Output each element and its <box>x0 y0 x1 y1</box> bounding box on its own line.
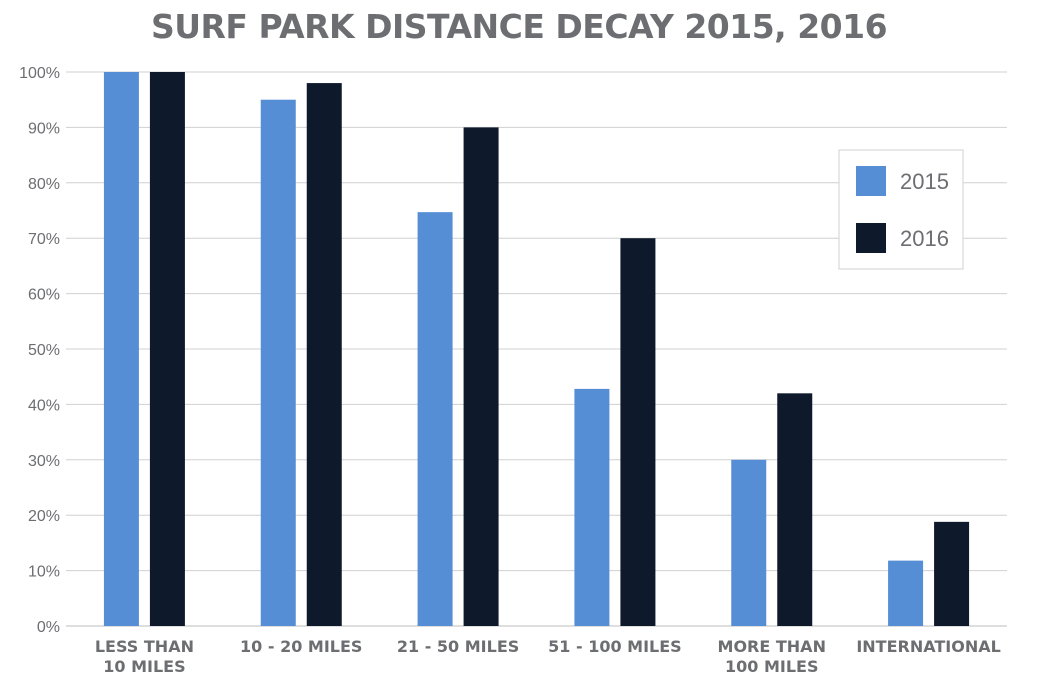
bar-2015 <box>103 72 139 626</box>
y-tick-label: 0% <box>37 619 60 636</box>
y-tick-label: 100% <box>19 65 60 82</box>
y-tick-label: 20% <box>28 508 60 525</box>
legend-label: 2015 <box>900 169 949 194</box>
y-axis-ticks: 0% 10% 20% 30% 40% 50% 60% 70% 80% 90% 100% <box>19 65 60 636</box>
y-tick-label: 30% <box>28 453 60 470</box>
bar-2016 <box>306 83 342 626</box>
chart-title: SURF PARK DISTANCE DECAY 2015, 2016 <box>151 7 887 46</box>
y-tick-label: 60% <box>28 287 60 304</box>
y-tick-label: 50% <box>28 342 60 359</box>
bar-2016 <box>620 238 656 626</box>
bar-2015 <box>417 212 453 627</box>
x-axis-ticks: LESS THAN 10 MILES 10 - 20 MILES 21 - 50 MI… <box>95 637 1001 676</box>
bars <box>103 72 970 627</box>
x-tick-label: MORE THAN 100 MILES <box>718 637 826 676</box>
bar-2016 <box>149 72 185 626</box>
grid-lines <box>66 71 1007 627</box>
y-tick-label: 10% <box>28 564 60 581</box>
bar-2015 <box>888 560 924 626</box>
bar-2016 <box>777 393 813 626</box>
bar-2016 <box>934 521 970 626</box>
y-tick-label: 40% <box>28 397 60 414</box>
legend-swatch <box>856 223 886 253</box>
x-tick-label: 21 - 50 MILES <box>397 637 519 656</box>
y-tick-label: 70% <box>28 231 60 248</box>
legend-swatch <box>856 166 886 196</box>
legend: 2015 2016 <box>838 149 964 270</box>
y-tick-label: 90% <box>28 120 60 137</box>
bar-2016 <box>463 127 499 627</box>
bar-2015 <box>574 388 610 626</box>
x-tick-label: 10 - 20 MILES <box>240 637 362 656</box>
bar-2015 <box>260 99 296 626</box>
x-tick-label: INTERNATIONAL <box>856 637 1000 656</box>
y-tick-label: 80% <box>28 176 60 193</box>
x-tick-label: LESS THAN 10 MILES <box>95 637 194 676</box>
legend-label: 2016 <box>900 226 949 251</box>
bar-2015 <box>731 459 767 626</box>
x-tick-label: 51 - 100 MILES <box>548 637 682 656</box>
